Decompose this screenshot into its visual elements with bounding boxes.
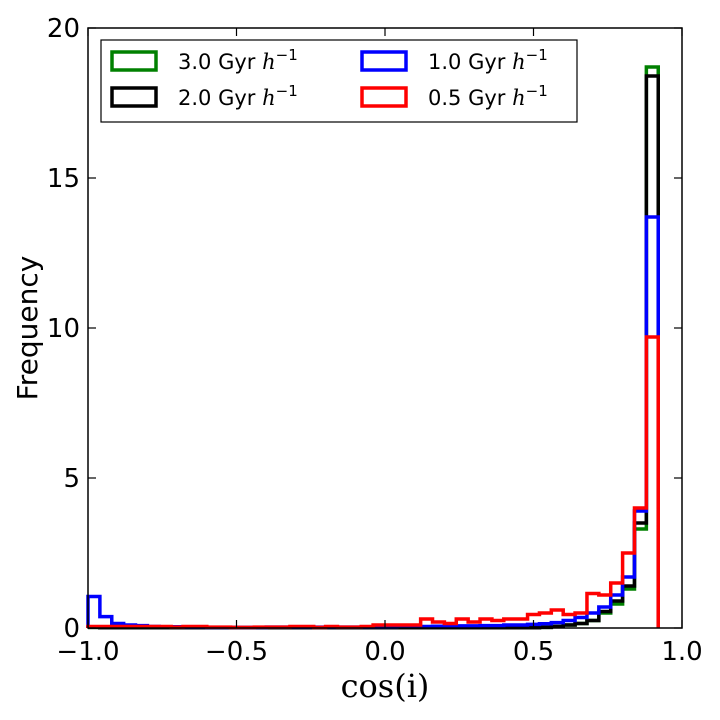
legend-entry-3: 0.5 Gyr h−1	[428, 82, 548, 110]
legend-swatch-3	[360, 86, 408, 108]
legend-swatch-0	[110, 50, 158, 72]
y-axis-label: Frequency	[11, 256, 44, 401]
legend-swatch-2	[360, 50, 408, 72]
ticks-layer: −1.0 −0.5 0.0 0.5 1.0 0 5 10 15 20	[47, 14, 703, 667]
legend-entry-1: 2.0 Gyr h−1	[178, 82, 298, 110]
x-tick-label: 0.5	[513, 637, 554, 667]
series-line-2	[86, 215, 660, 630]
y-tick-label: 5	[63, 464, 80, 494]
x-axis-label: cos(i)	[341, 667, 430, 705]
series-line-1	[86, 74, 660, 630]
legend-entry-2: 1.0 Gyr h−1	[428, 46, 548, 74]
series-line-3	[86, 335, 660, 630]
legend: 3.0 Gyr h−1 2.0 Gyr h−1 1.0 Gyr h−1 0.5 Gyr…	[100, 39, 578, 123]
y-tick-label: 0	[63, 614, 80, 644]
series-line-0	[86, 65, 660, 630]
legend-entry-0: 3.0 Gyr h−1	[178, 46, 298, 74]
y-tick-label: 15	[47, 164, 80, 194]
legend-swatch-1	[110, 86, 158, 108]
series-layer	[86, 65, 660, 630]
x-tick-label: 0.0	[364, 637, 405, 667]
legend-box	[100, 39, 578, 123]
y-tick-label: 10	[47, 314, 80, 344]
y-tick-label: 20	[47, 14, 80, 44]
x-tick-label: −0.5	[205, 637, 268, 667]
x-tick-label: 1.0	[661, 637, 702, 667]
x-tick-label: −1.0	[56, 637, 119, 667]
